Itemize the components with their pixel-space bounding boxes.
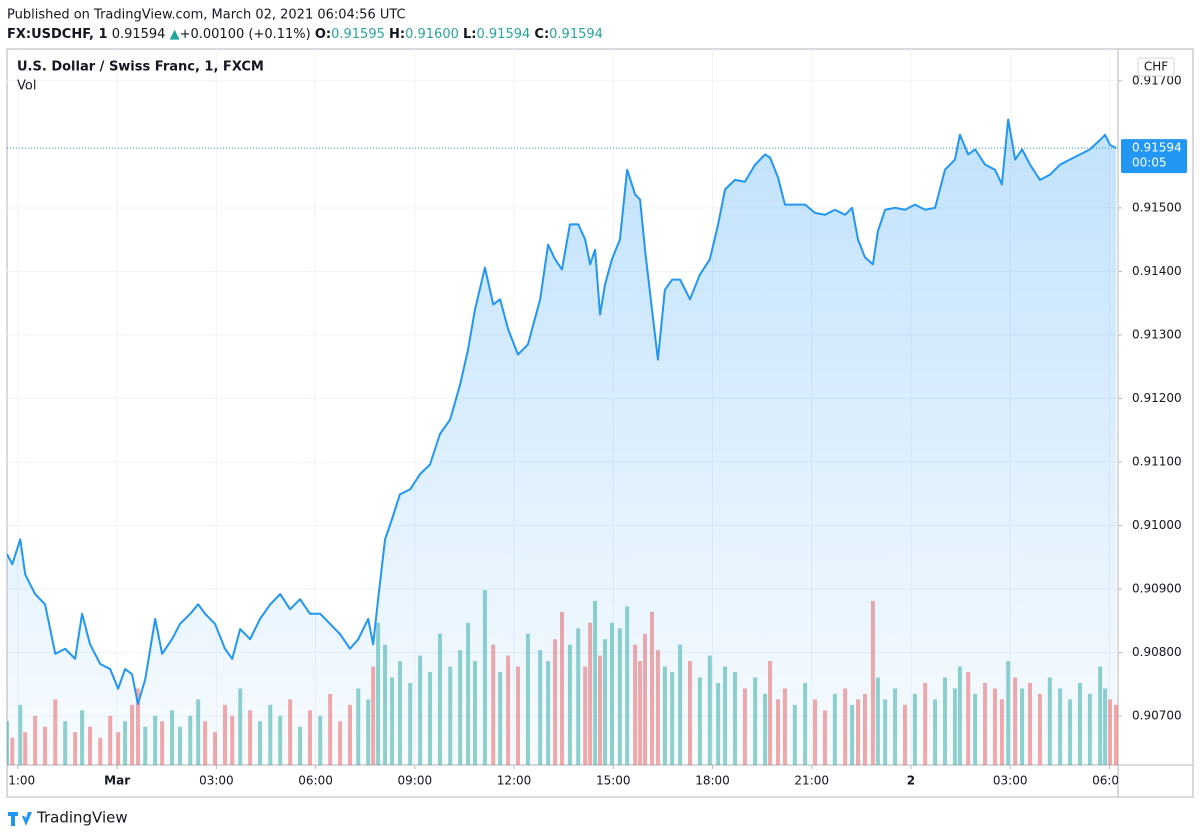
close-label: C:	[534, 27, 549, 42]
volume-legend: Vol	[17, 79, 36, 94]
x-tick-label: 15:00	[596, 774, 631, 788]
high-label: H:	[389, 27, 405, 42]
chart-title: U.S. Dollar / Swiss Franc, 1, FXCM	[17, 60, 264, 75]
price-area	[7, 119, 1117, 765]
x-tick-label: 06:00	[1092, 774, 1127, 788]
y-tick-label: 0.90800	[1132, 645, 1182, 659]
low-label: L:	[463, 27, 476, 42]
x-tick-label: 21:00	[794, 774, 829, 788]
low-value: 0.91594	[477, 27, 531, 42]
currency-box	[1137, 57, 1175, 77]
published-line: Published on TradingView.com, March 02, …	[7, 8, 406, 23]
y-tick-label: 0.91100	[1132, 454, 1182, 468]
x-tick-label: 18:00	[695, 774, 730, 788]
time-axis: 21:00 Mar 03:00 06:00 09:00 12:00 15:00 18:00 21…	[1, 765, 1127, 788]
y-tick-label: 0.91400	[1132, 264, 1182, 278]
currency: CHF	[1144, 60, 1168, 74]
x-tick-label: 2	[907, 774, 915, 788]
y-tick-label: 0.91300	[1132, 327, 1182, 341]
logo-icon	[8, 812, 32, 826]
price-tag-price: 0.91594	[1132, 141, 1182, 155]
last-price: 0.91594	[112, 27, 166, 42]
price-axis: 0.90700 0.90800 0.90900 0.91000 0.91100 0.912…	[1118, 73, 1182, 723]
symbol: FX:USDCHF, 1	[7, 27, 108, 42]
symbol-line: FX:USDCHF, 1 0.91594 ▲+0.00100 (+0.11%) …	[7, 27, 603, 42]
price-tag-box	[1121, 139, 1187, 174]
x-tick-label: Mar	[104, 774, 130, 788]
y-tick-label: 0.91500	[1132, 200, 1182, 214]
footer-logo: TradingView	[8, 809, 128, 827]
change-arrow: ▲	[170, 27, 180, 42]
chart-frame	[6, 48, 1194, 798]
y-tick-label: 0.90700	[1132, 709, 1182, 723]
open-label: O:	[315, 27, 331, 42]
y-tick-label: 0.91700	[1132, 73, 1182, 87]
footer-brand: TradingView	[36, 809, 128, 827]
y-tick-label: 0.91000	[1132, 518, 1182, 532]
change: +0.00100 (+0.11%)	[180, 27, 311, 42]
high-value: 0.91600	[405, 27, 459, 42]
open-value: 0.91595	[331, 27, 385, 42]
close-value: 0.91594	[549, 27, 603, 42]
x-tick-label: 06:00	[298, 774, 333, 788]
y-tick-label: 0.91200	[1132, 391, 1182, 405]
price-line	[7, 118, 1117, 706]
plot-area	[7, 118, 1118, 765]
x-tick-label: 03:00	[199, 774, 234, 788]
x-tick-label: 03:00	[993, 774, 1028, 788]
y-tick-label: 0.90900	[1132, 582, 1182, 596]
x-tick-label: 09:00	[398, 774, 433, 788]
x-tick-label: 21:00	[1, 774, 36, 788]
x-tick-label: 12:00	[497, 774, 532, 788]
price-tag-countdown: 00:05	[1132, 156, 1167, 170]
